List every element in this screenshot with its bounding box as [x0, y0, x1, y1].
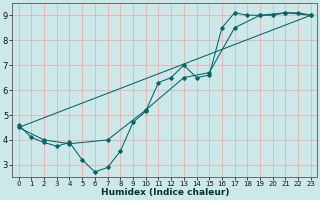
X-axis label: Humidex (Indice chaleur): Humidex (Indice chaleur)	[100, 188, 229, 197]
